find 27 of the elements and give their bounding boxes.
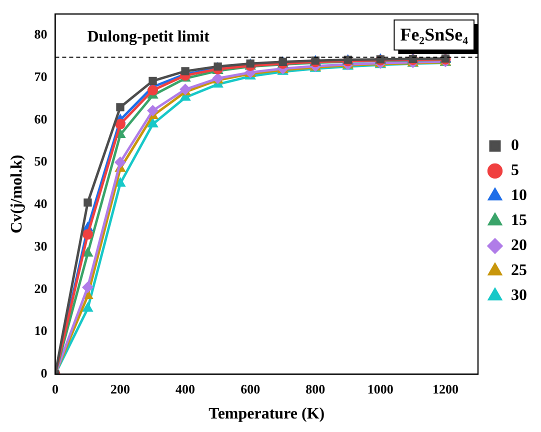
legend-label: 15 [511,212,527,230]
x-tick-label: 800 [306,381,326,396]
x-tick-label: 1000 [367,381,394,396]
y-tick-label: 80 [34,26,48,42]
ref-line-label: Dulong-petit limit [87,28,210,46]
x-tick-label: 600 [240,381,260,396]
x-axis-title: Temperature (K) [208,406,325,423]
legend-label: 5 [511,162,519,180]
y-tick-label: 50 [34,154,48,169]
x-tick-label: 400 [176,381,196,396]
annotation: Fe₂SnSe₄ [400,24,469,45]
y-axis-title: Cv(j/mol.k) [8,154,26,234]
y-tick-label: 70 [34,68,48,84]
legend-label: 25 [511,262,527,280]
y-tick-label: 40 [34,196,48,212]
x-tick-label: 0 [52,381,58,396]
y-tick-label: 20 [34,280,48,296]
legend-label: 0 [511,137,519,154]
y-tick-label: 30 [34,238,48,254]
y-tick-label: 10 [34,323,48,338]
y-tick-label: 60 [34,111,48,126]
legend-label: 10 [511,187,527,204]
x-tick-label: 1200 [432,381,458,396]
x-tick-label: 200 [110,381,130,396]
legend-label: 20 [511,237,527,254]
legend-label: 30 [511,287,527,304]
y-tick-label: 0 [40,366,48,381]
